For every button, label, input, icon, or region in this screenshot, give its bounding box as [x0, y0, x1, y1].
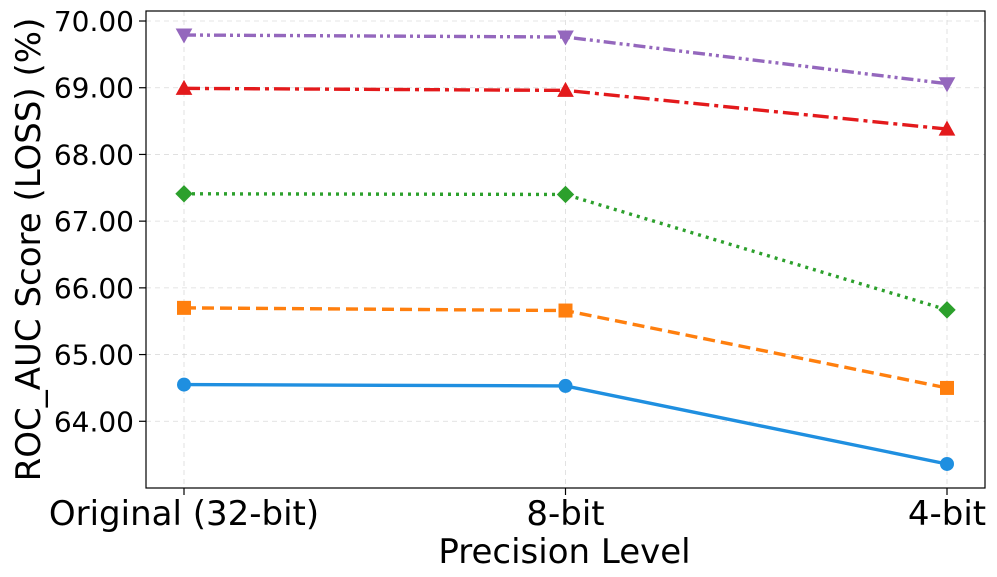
y-tick-label: 65.00: [54, 339, 134, 372]
data-point: [938, 301, 956, 319]
y-tick-label: 68.00: [54, 138, 134, 171]
data-point: [177, 377, 191, 392]
series-2: [177, 300, 954, 395]
x-axis-title: Precision Level: [438, 532, 690, 572]
y-tick-label: 67.00: [54, 205, 134, 238]
series-1: [177, 377, 954, 471]
y-axis: 64.00 65.00 66.00 67.00 68.00 69.00 70.00: [54, 5, 146, 438]
data-point: [175, 79, 193, 95]
data-point: [940, 380, 954, 395]
y-tick-label: 69.00: [54, 72, 134, 105]
data-point: [177, 300, 191, 315]
x-axis: Original (32-bit) 8-bit 4-bit: [49, 488, 986, 534]
series-layer: [175, 28, 956, 471]
data-point: [557, 30, 574, 46]
data-point: [558, 303, 573, 318]
data-point: [556, 185, 575, 204]
x-tick-label: Original (32-bit): [49, 494, 319, 534]
x-tick-label: 4-bit: [908, 494, 986, 534]
series-line: [183, 33, 948, 86]
data-point: [557, 81, 574, 97]
data-point: [938, 120, 956, 136]
y-axis-title: ROC_AUC Score (LOSS) (%): [9, 18, 49, 482]
series-4: [175, 79, 956, 136]
y-tick-label: 70.00: [54, 5, 134, 38]
series-5: [175, 28, 956, 93]
data-point: [558, 378, 573, 393]
data-point: [175, 28, 193, 44]
data-point: [175, 185, 193, 203]
y-tick-label: 66.00: [54, 272, 134, 305]
y-tick-label: 64.00: [54, 405, 134, 438]
data-point: [938, 77, 956, 93]
data-point: [940, 456, 954, 471]
series-3: [175, 185, 956, 319]
x-tick-label: 8-bit: [526, 494, 604, 534]
